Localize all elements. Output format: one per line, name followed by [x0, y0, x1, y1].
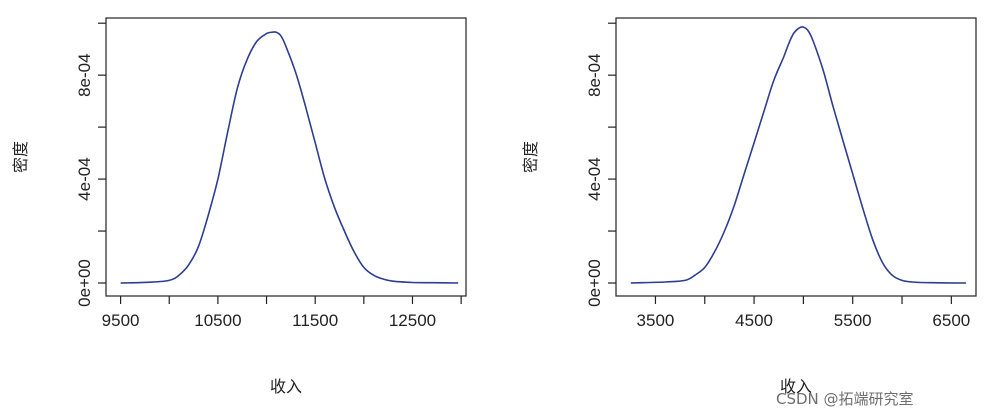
y-tick-label: 8e-04 — [585, 53, 604, 96]
x-tick-label: 10500 — [194, 311, 241, 330]
y-tick-label: 4e-04 — [75, 157, 94, 200]
x-axis-title: 收入 — [270, 377, 302, 396]
density-line — [630, 26, 967, 284]
watermark: CSDN @拓端研究室 — [776, 390, 914, 408]
income-density-chart-1: 9500 10500 11500 12500 0e+00 4e-04 8e-04 收入 密度 — [11, 17, 467, 396]
x-tick-label: 11500 — [292, 311, 338, 330]
x-tick-label: 9500 — [102, 311, 140, 330]
y-axis-title: 密度 — [521, 141, 540, 173]
y-axis-title: 密度 — [11, 141, 30, 173]
x-tick-label: 5500 — [834, 311, 872, 330]
income-density-chart-2: 3500 4500 5500 6500 0e+00 4e-04 8e-04 收入 密度 — [521, 17, 977, 396]
x-tick-label: 3500 — [637, 311, 675, 330]
y-tick-label: 8e-04 — [75, 53, 94, 96]
x-axis-title: 收入 — [780, 377, 812, 396]
y-tick-label: 4e-04 — [585, 157, 604, 200]
plot-frame — [105, 17, 467, 297]
y-tick-label: 0e+00 — [75, 259, 94, 307]
plot-frame — [615, 17, 977, 297]
y-tick-label: 0e+00 — [585, 259, 604, 307]
x-tick-label: 6500 — [932, 311, 970, 330]
x-tick-label: 4500 — [735, 311, 773, 330]
x-tick-label: 12500 — [389, 311, 436, 330]
density-line — [120, 31, 459, 284]
